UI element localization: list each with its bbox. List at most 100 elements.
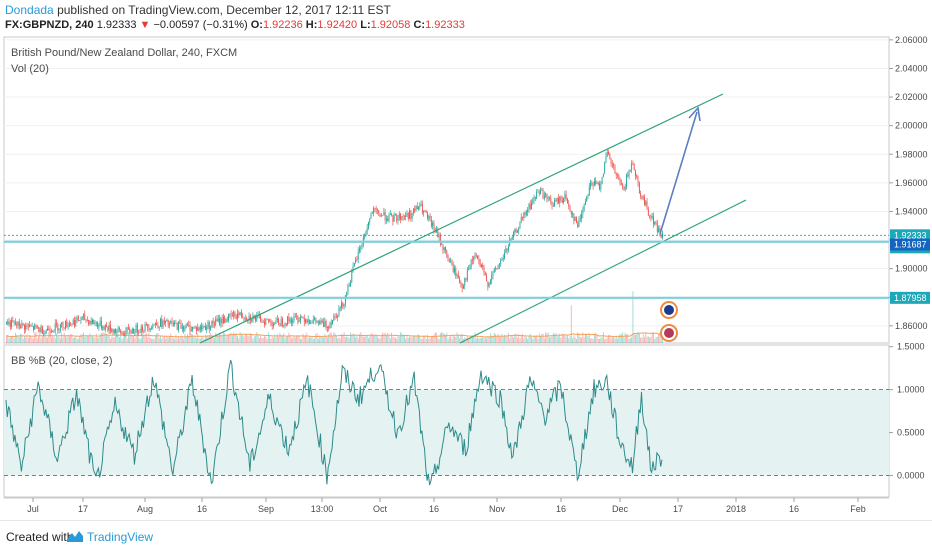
- candle-body: [215, 319, 217, 325]
- volume-bar: [460, 334, 462, 343]
- event-icons[interactable]: [660, 301, 678, 342]
- volume-bar: [30, 335, 32, 343]
- candle-body: [361, 244, 363, 248]
- volume-bar: [242, 334, 244, 343]
- candle-body: [662, 232, 663, 238]
- candle-body: [163, 320, 165, 323]
- candle-body: [328, 326, 330, 329]
- candle-body: [459, 278, 461, 283]
- volume-bar: [8, 338, 10, 343]
- candle-body: [201, 325, 203, 329]
- flag-icon: [660, 324, 678, 342]
- candle-body: [125, 331, 127, 336]
- candle-body: [180, 323, 182, 329]
- candle-body: [6, 321, 7, 323]
- candle-body: [341, 302, 342, 308]
- candle-body: [360, 247, 362, 249]
- candle-body: [635, 170, 636, 176]
- volume-bar: [213, 338, 215, 343]
- volume-bar: [288, 332, 290, 343]
- candle-body: [121, 332, 123, 334]
- price-pane[interactable]: [3, 36, 890, 344]
- volume-bar: [220, 334, 222, 343]
- volume-bar: [113, 337, 115, 343]
- candle-body: [516, 230, 518, 233]
- price-tick-label: 1.94000: [895, 206, 928, 216]
- candle-body: [21, 323, 23, 329]
- candle-body: [22, 323, 24, 325]
- published-text: published on TradingView.com, December 1…: [57, 3, 391, 17]
- candle-body: [441, 244, 443, 246]
- volume-bar: [629, 338, 631, 343]
- volume-bar: [475, 338, 477, 343]
- projection-arrow-line[interactable]: [659, 111, 698, 235]
- price-axis[interactable]: 1.860001.880001.900001.920001.940001.960…: [889, 36, 928, 331]
- candle-body: [310, 323, 312, 324]
- author-link[interactable]: Dondada: [5, 3, 54, 17]
- channel-upper-line[interactable]: [199, 93, 724, 344]
- candle-body: [98, 324, 100, 328]
- volume-bar: [25, 337, 27, 343]
- volume-bar: [275, 337, 277, 343]
- time-axis[interactable]: Jul 17 Aug 16 Sep 13:00 Oct 16 Nov 16 Dec 17 2018 16 F…: [4, 497, 889, 514]
- bb-percent-line: [5, 359, 663, 486]
- volume-bar: [507, 332, 509, 343]
- channel-lower-line[interactable]: [459, 199, 747, 344]
- indicator-axis[interactable]: 0.0000 0.5000 1.0000 1.5000: [889, 342, 925, 481]
- candle-body: [554, 200, 556, 207]
- candle-body: [129, 328, 131, 333]
- volume-bar: [432, 336, 434, 343]
- candle-body: [452, 265, 454, 273]
- tradingview-brand-link[interactable]: TradingView: [87, 530, 154, 544]
- down-triangle-icon: ▼: [139, 19, 151, 31]
- volume-bar: [651, 332, 653, 343]
- candle-body: [470, 259, 472, 268]
- candle-body: [274, 323, 276, 325]
- open-value: 1.92236: [262, 19, 303, 31]
- candle-body: [171, 321, 173, 323]
- candle-body: [387, 218, 389, 221]
- candle-body: [72, 319, 74, 324]
- candle-body: [365, 231, 367, 236]
- candle-body: [9, 321, 11, 328]
- candle-body: [234, 312, 236, 318]
- candle-body: [505, 248, 507, 253]
- drawings[interactable]: [4, 93, 889, 344]
- symbol-label[interactable]: FX:GBPNZD, 240: [5, 19, 94, 31]
- candle-body: [636, 175, 638, 179]
- volume-bar: [122, 336, 124, 343]
- volume-bar: [559, 333, 561, 343]
- volume-bar: [39, 332, 41, 343]
- volume-bar: [118, 337, 120, 343]
- candle-body: [366, 228, 368, 232]
- volume-bar: [167, 337, 169, 343]
- volume-bar: [532, 338, 534, 343]
- volume-bar: [611, 337, 613, 343]
- volume-bar: [645, 333, 647, 343]
- candle-body: [351, 271, 353, 283]
- volume-bar: [57, 336, 59, 343]
- volume-bar: [7, 335, 9, 343]
- candle-body: [100, 320, 102, 329]
- candle-body: [142, 326, 143, 331]
- footer: Created with TradingView: [0, 520, 932, 551]
- chart-canvas[interactable]: 1.860001.880001.900001.920001.940001.960…: [0, 36, 932, 520]
- candle-body: [518, 228, 520, 231]
- candle-body: [352, 265, 354, 272]
- candle-body: [57, 324, 59, 331]
- candle-body: [573, 213, 575, 221]
- volume-bar: [400, 332, 402, 343]
- flag-icon-face: [664, 305, 674, 315]
- volume-bar: [446, 332, 448, 343]
- volume-bar: [276, 333, 278, 343]
- candle-body: [565, 194, 567, 199]
- candle-body: [420, 203, 422, 206]
- volume-bar: [451, 338, 453, 343]
- candle-body: [314, 317, 316, 320]
- candle-body: [45, 330, 47, 332]
- volume-bar: [183, 339, 185, 343]
- candle-body: [70, 323, 72, 324]
- volume-bar: [397, 336, 399, 343]
- candle-body: [198, 327, 200, 331]
